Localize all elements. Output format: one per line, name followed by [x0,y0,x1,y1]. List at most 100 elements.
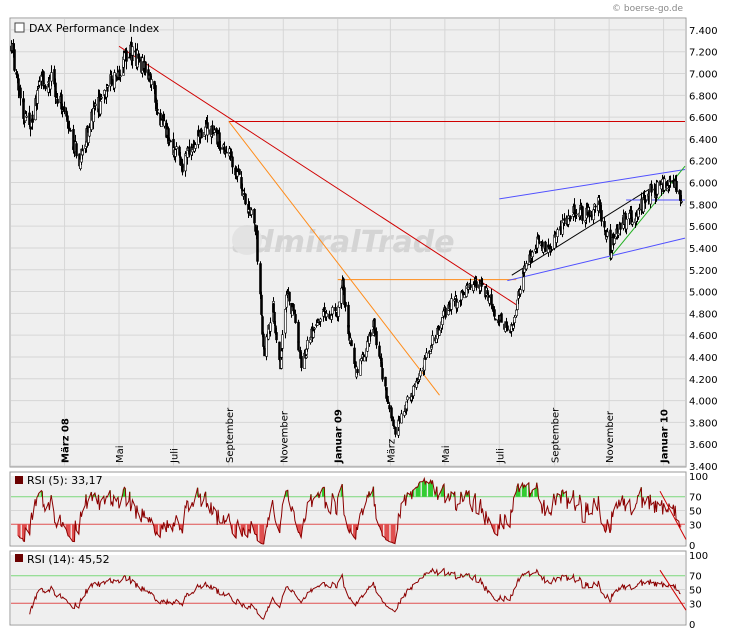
candle-body [42,71,45,87]
candle-body [225,151,228,154]
candle-body [475,281,478,288]
candle-body [431,335,434,345]
candle-body [294,314,297,323]
price-tick-label: 7.400 [689,26,718,37]
candle-body [156,111,159,114]
candle-body [594,205,597,208]
candle-body [284,309,287,334]
candle-body [419,370,422,377]
rsi-tick-label: 70 [689,493,702,504]
candle-body [525,263,528,270]
trend-line [507,237,686,282]
rsi14-panel: 0 30 50 70 100 RSI (14): 45,52 [9,550,708,631]
time-tick-label: September [551,407,562,463]
candle-body [297,321,300,343]
rsi-tick-label: 30 [689,520,702,531]
rsi5-line [17,476,681,545]
rsi5-grid [11,476,685,545]
candle-body [22,98,25,119]
time-tick-label: Mai [441,445,452,463]
price-axis: 3.400 3.600 3.800 4.000 4.200 4.400 4.600 4.800… [689,26,718,473]
candle-body [519,289,522,295]
candle-body [388,405,391,410]
price-grid [11,19,685,467]
price-tick-label: 6.600 [689,113,718,124]
price-tick-label: 7.000 [689,70,718,81]
candle-body [188,146,191,155]
price-tick-label: 3.400 [689,462,718,473]
trend-line [511,186,654,276]
candle-body [178,146,181,156]
candle-body [240,177,243,189]
candle-body [92,108,95,123]
candle-body [603,221,606,228]
candle-body [218,132,221,147]
candle-body [575,213,578,216]
candle-body [300,356,303,368]
candle-body [60,94,63,110]
candle-body [675,180,678,193]
candle-body [175,146,178,150]
candle-body [456,301,459,309]
time-tick-label: Juli [169,448,180,464]
price-tick-label: 4.400 [689,353,718,364]
candle-body [619,222,622,230]
candle-body [340,287,343,304]
candle-body [128,56,131,59]
rsi-trend-line [659,569,687,611]
candle-body [493,309,496,317]
price-tick-label: 6.800 [689,91,718,102]
candle-body [28,112,31,125]
candle-body [244,193,247,205]
time-tick-label: März [386,439,397,463]
candle-body [200,129,203,139]
price-tick-label: 6.200 [689,157,718,168]
candle-body [56,101,59,103]
candle-body [500,313,503,323]
candle-body [412,385,415,397]
watermark-text: admiralTrade [232,225,455,260]
candle-body [350,340,353,347]
candle-body [113,72,116,89]
candle-body [50,72,53,82]
candle-body [606,231,609,237]
price-tick-label: 5.200 [689,266,718,277]
rsi-tick-label: 30 [689,599,702,610]
candle-body [219,147,222,150]
candle-body [118,69,121,78]
candle-body [125,50,128,62]
rsi5-swatch [15,476,23,484]
candle-body [44,85,47,90]
candle-body [181,163,184,173]
candle-body [680,201,683,203]
candle-body [212,133,215,136]
candle-body [206,128,209,136]
candle-body [312,330,315,338]
candle-body [331,307,334,315]
candle-body [406,396,409,401]
candle-body [378,345,381,357]
trend-lines [118,45,686,396]
candle-body [472,284,475,291]
rsi5-axis: 0 30 50 70 100 [689,472,708,552]
price-plot-area [11,19,685,466]
candles [10,36,683,439]
candle-body [656,181,659,195]
candle-body [66,115,69,122]
candle-body [306,340,309,350]
rsi-tick-label: 0 [689,541,695,552]
rsi14-swatch [15,554,23,562]
candle-body [319,318,322,322]
rsi-trend-line [659,490,687,540]
candle-body [106,85,109,88]
candle-body [556,229,559,237]
candle-body [429,351,432,354]
rsi14-line [29,567,681,620]
candle-body [581,206,584,221]
candle-body [19,87,22,99]
candle-body [37,86,40,89]
time-tick-label: September [225,407,236,463]
candle-body [323,307,326,311]
candle-body [625,218,628,230]
candle-body [261,316,264,335]
